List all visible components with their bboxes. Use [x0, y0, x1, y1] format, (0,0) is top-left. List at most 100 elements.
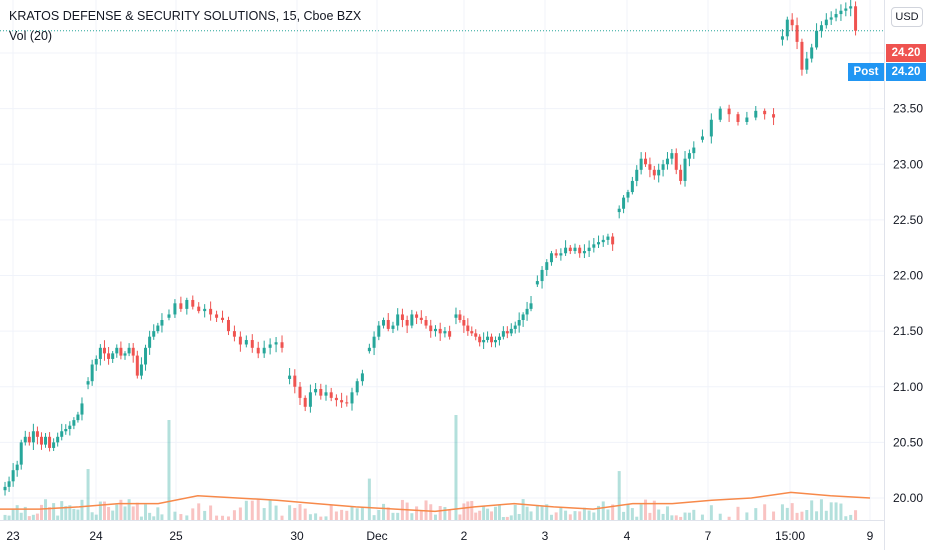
price-axis[interactable]: 24.0023.5023.0022.5022.0021.5021.0020.50…	[884, 0, 924, 550]
candle-body	[478, 336, 482, 343]
volume-bar	[819, 499, 823, 520]
candle-body	[221, 317, 225, 320]
time-tick-label: 15:00	[775, 529, 805, 543]
volume-bar	[443, 506, 447, 520]
volume-bar	[665, 506, 669, 520]
volume-bar	[308, 514, 312, 520]
time-axis[interactable]: 23 24 25 30 Dec 2 3 4 7 15:00 9	[0, 520, 884, 544]
candle-body	[44, 436, 48, 445]
candle-body	[854, 6, 858, 31]
volume-bar	[545, 504, 549, 520]
candle-body	[665, 158, 669, 165]
volume-bar	[611, 504, 615, 520]
volume-bar	[800, 511, 804, 520]
volume-bar	[815, 511, 819, 520]
candle-body	[630, 180, 634, 193]
candle-body	[462, 320, 466, 326]
candle-body	[244, 340, 248, 345]
candle-body	[179, 303, 183, 309]
volume-bar	[601, 501, 605, 520]
volume-bar	[683, 512, 687, 520]
volume-bar	[597, 505, 601, 520]
volume-bar	[736, 506, 740, 520]
volume-bar	[509, 515, 513, 520]
volume-bar	[810, 500, 814, 520]
volume-bar	[582, 507, 586, 520]
volume-bar	[334, 511, 338, 520]
volume-bar	[68, 505, 72, 520]
volume-bar	[521, 499, 525, 520]
candle-body	[824, 19, 828, 26]
candle-body	[268, 344, 272, 348]
volume-bar	[127, 499, 131, 520]
candle-body	[687, 153, 691, 159]
volume-bar	[329, 505, 333, 520]
candle-body	[334, 397, 338, 401]
candle-body	[606, 236, 610, 240]
candle-body	[123, 353, 127, 356]
price-tick-label: 23.00	[893, 157, 923, 171]
volume-bar	[215, 515, 219, 520]
candle-body	[482, 340, 486, 343]
candle-body	[256, 347, 260, 354]
volume-bar	[745, 512, 749, 520]
candle-body	[329, 392, 333, 398]
volume-bar	[535, 505, 539, 520]
candle-body	[293, 375, 297, 387]
volume-bar	[221, 515, 225, 520]
candle-body	[31, 431, 35, 443]
volume-bar	[324, 516, 328, 520]
candle-body	[573, 247, 577, 252]
volume-bar	[274, 505, 278, 520]
candle-body	[340, 400, 344, 403]
candle-body	[564, 247, 568, 254]
volume-bar	[554, 512, 558, 520]
candle-body	[545, 262, 549, 270]
candle-body	[849, 6, 853, 9]
volume-bar	[622, 511, 626, 520]
candle-body	[19, 442, 23, 465]
volume-bar	[156, 507, 160, 520]
candle-body	[298, 386, 302, 398]
time-tick-label: 2	[461, 529, 468, 543]
candle-body	[111, 353, 115, 359]
volume-bar	[372, 515, 376, 520]
volume-bar	[288, 505, 292, 520]
volume-bar	[466, 501, 470, 520]
candle-body	[497, 336, 501, 341]
volume-bar	[679, 516, 683, 520]
volume-bar	[314, 513, 318, 520]
volume-bar	[727, 516, 731, 520]
candle-body	[780, 36, 784, 40]
candle-body	[367, 347, 371, 352]
candle-body	[805, 58, 809, 70]
volume-bar	[280, 515, 284, 520]
candle-body	[391, 325, 395, 329]
candle-body	[350, 392, 354, 404]
volume-bar	[90, 512, 94, 520]
volume-bar	[135, 502, 139, 520]
candle-body	[529, 303, 533, 309]
volume-bar	[448, 509, 452, 520]
candle-body	[772, 114, 776, 118]
candle-body	[226, 320, 230, 332]
volume-bar	[152, 516, 156, 520]
volume-bar	[790, 503, 794, 520]
volume-bar	[617, 471, 621, 520]
volume-bar	[238, 507, 242, 520]
volume-bar	[123, 506, 127, 520]
candle-body	[505, 331, 509, 334]
candle-body	[763, 110, 767, 115]
volume-bar	[692, 509, 696, 520]
candle-body	[443, 331, 447, 334]
volume-bar	[232, 510, 236, 520]
currency-button[interactable]: USD	[891, 7, 923, 27]
volume-bar	[64, 506, 68, 520]
volume-indicator-label[interactable]: Vol (20)	[9, 29, 53, 43]
volume-bar	[795, 512, 799, 520]
candle-body	[486, 336, 490, 341]
candle-body	[372, 336, 376, 348]
volume-bar	[44, 499, 48, 520]
volume-bar	[517, 513, 521, 520]
